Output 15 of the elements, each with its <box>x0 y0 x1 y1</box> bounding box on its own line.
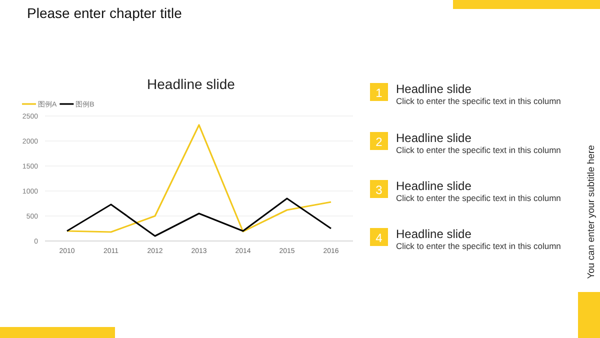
text: 4 <box>376 231 383 245</box>
text: 2 <box>376 135 383 149</box>
text: You can enter your subtitle here <box>586 145 597 279</box>
text: Click to enter the specific text in this column <box>396 193 562 203</box>
text: Click to enter the specific text in this column <box>396 96 562 106</box>
text: Headline slide <box>396 82 472 96</box>
text: Click to enter the specific text in this column <box>396 241 562 251</box>
text: Headline slide <box>396 179 472 193</box>
text: Headline slide <box>396 131 472 145</box>
text: 3 <box>376 183 383 197</box>
text: 1 <box>376 86 383 100</box>
text: Click to enter the specific text in this column <box>396 145 562 155</box>
text: Headline slide <box>396 227 472 241</box>
chart-title: Headline slide <box>147 76 236 92</box>
text: Please enter chapter title <box>27 5 182 21</box>
